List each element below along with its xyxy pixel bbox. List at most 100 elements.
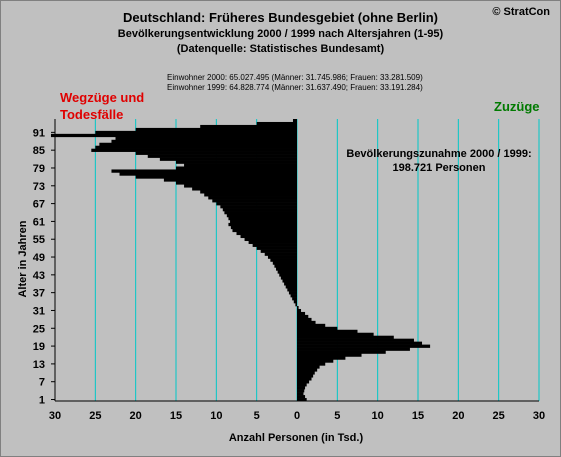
y-tick-label: 61 bbox=[33, 216, 45, 228]
x-tick-label: 15 bbox=[412, 410, 424, 422]
bar-age-9 bbox=[297, 374, 314, 378]
bar-age-77 bbox=[119, 172, 298, 176]
bar-age-55 bbox=[244, 237, 297, 242]
bars bbox=[50, 119, 431, 402]
bar-age-7 bbox=[297, 380, 310, 384]
bar-age-11 bbox=[297, 368, 318, 372]
bar-age-4 bbox=[297, 389, 305, 393]
x-tick-label: 15 bbox=[170, 410, 182, 422]
bar-age-25 bbox=[297, 326, 338, 331]
bar-age-83 bbox=[147, 154, 297, 158]
bar-age-36 bbox=[290, 294, 297, 298]
y-tick-label: 79 bbox=[33, 163, 45, 175]
x-tick-label: 10 bbox=[372, 410, 384, 422]
bar-age-5 bbox=[297, 386, 306, 390]
y-tick-label: 37 bbox=[33, 288, 45, 300]
bar-age-88 bbox=[111, 139, 297, 144]
y-tick-label: 1 bbox=[39, 395, 45, 407]
bar-age-40 bbox=[284, 282, 297, 286]
bar-age-57 bbox=[236, 231, 297, 236]
data-source: (Datenquelle: Statistisches Bundesamt) bbox=[176, 43, 385, 55]
bar-age-34 bbox=[293, 300, 297, 304]
bar-age-91 bbox=[95, 130, 297, 135]
bar-age-41 bbox=[282, 279, 297, 283]
bar-age-39 bbox=[285, 285, 297, 289]
bar-age-24 bbox=[297, 329, 358, 334]
y-tick-label: 19 bbox=[33, 341, 45, 353]
chart-subtitle: Bevölkerungsentwicklung 2000 / 1999 nach… bbox=[117, 28, 444, 40]
bar-age-81 bbox=[176, 160, 297, 164]
bar-age-23 bbox=[297, 332, 374, 336]
bar-age-65 bbox=[222, 208, 297, 212]
bar-age-86 bbox=[95, 145, 297, 149]
bar-age-60 bbox=[228, 222, 297, 227]
bar-age-18 bbox=[297, 347, 410, 351]
bar-age-79 bbox=[176, 166, 297, 170]
x-tick-label: 5 bbox=[334, 410, 340, 422]
bar-age-94 bbox=[256, 121, 297, 126]
bar-age-21 bbox=[297, 338, 414, 342]
bar-age-10 bbox=[297, 371, 315, 375]
bar-age-29 bbox=[297, 314, 309, 319]
bar-age-87 bbox=[99, 142, 297, 147]
y-tick-label: 13 bbox=[33, 359, 45, 371]
bar-age-27 bbox=[297, 320, 316, 325]
bar-age-61 bbox=[230, 219, 297, 224]
bar-age-51 bbox=[260, 249, 297, 253]
y-tick-label: 73 bbox=[33, 181, 45, 193]
x-tick-label: 10 bbox=[210, 410, 222, 422]
bar-age-49 bbox=[267, 255, 297, 259]
bar-age-80 bbox=[184, 163, 297, 167]
bar-age-16 bbox=[297, 353, 362, 357]
bar-age-66 bbox=[220, 205, 297, 209]
bar-age-73 bbox=[184, 184, 297, 188]
bar-age-2 bbox=[297, 395, 306, 399]
bar-age-42 bbox=[280, 276, 297, 280]
bar-age-20 bbox=[297, 341, 423, 345]
x-tick-label: 30 bbox=[49, 410, 61, 422]
bar-age-82 bbox=[159, 157, 297, 161]
increase-annotation-line2: 198.721 Personen bbox=[392, 162, 486, 174]
y-tick-label: 85 bbox=[33, 145, 45, 157]
bar-age-64 bbox=[224, 211, 297, 215]
y-tick-label: 43 bbox=[33, 270, 45, 282]
bar-age-33 bbox=[295, 303, 297, 307]
bar-age-84 bbox=[135, 151, 297, 155]
bar-age-48 bbox=[270, 258, 297, 262]
bar-age-70 bbox=[204, 193, 297, 197]
bar-age-58 bbox=[232, 228, 297, 233]
bar-age-30 bbox=[297, 311, 306, 316]
bar-age-54 bbox=[248, 240, 297, 244]
bar-age-46 bbox=[274, 264, 297, 268]
bar-age-38 bbox=[287, 288, 297, 292]
y-tick-label: 31 bbox=[33, 305, 45, 317]
bar-age-15 bbox=[297, 356, 346, 360]
bar-age-75 bbox=[163, 178, 297, 182]
bar-age-32 bbox=[297, 306, 299, 310]
bar-age-12 bbox=[297, 365, 320, 369]
bar-age-13 bbox=[297, 362, 326, 366]
bar-age-56 bbox=[240, 234, 297, 239]
bar-age-63 bbox=[226, 213, 297, 218]
bar-age-14 bbox=[297, 359, 334, 363]
y-tick-label: 49 bbox=[33, 252, 45, 264]
bar-age-3 bbox=[297, 392, 304, 396]
bar-age-8 bbox=[297, 377, 312, 381]
bar-age-69 bbox=[208, 196, 297, 200]
bar-age-53 bbox=[252, 243, 297, 247]
bar-age-76 bbox=[135, 175, 297, 179]
x-tick-label: 0 bbox=[294, 410, 300, 422]
y-tick-label: 55 bbox=[33, 234, 45, 246]
bar-age-35 bbox=[292, 297, 297, 301]
chart-title: Deutschland: Früheres Bundesgebiet (ohne… bbox=[123, 10, 438, 25]
population-note-1999: Einwohner 1999: 64.828.774 (Männer: 31.6… bbox=[167, 83, 423, 92]
x-tick-label: 20 bbox=[452, 410, 464, 422]
x-tick-label: 25 bbox=[493, 410, 505, 422]
x-tick-label: 20 bbox=[130, 410, 142, 422]
bar-age-71 bbox=[200, 190, 297, 194]
bar-age-28 bbox=[297, 317, 312, 322]
y-tick-label: 25 bbox=[33, 323, 45, 335]
increase-annotation-line1: Bevölkerungszunahme 2000 / 1999: bbox=[346, 148, 532, 160]
bar-age-74 bbox=[176, 181, 297, 185]
